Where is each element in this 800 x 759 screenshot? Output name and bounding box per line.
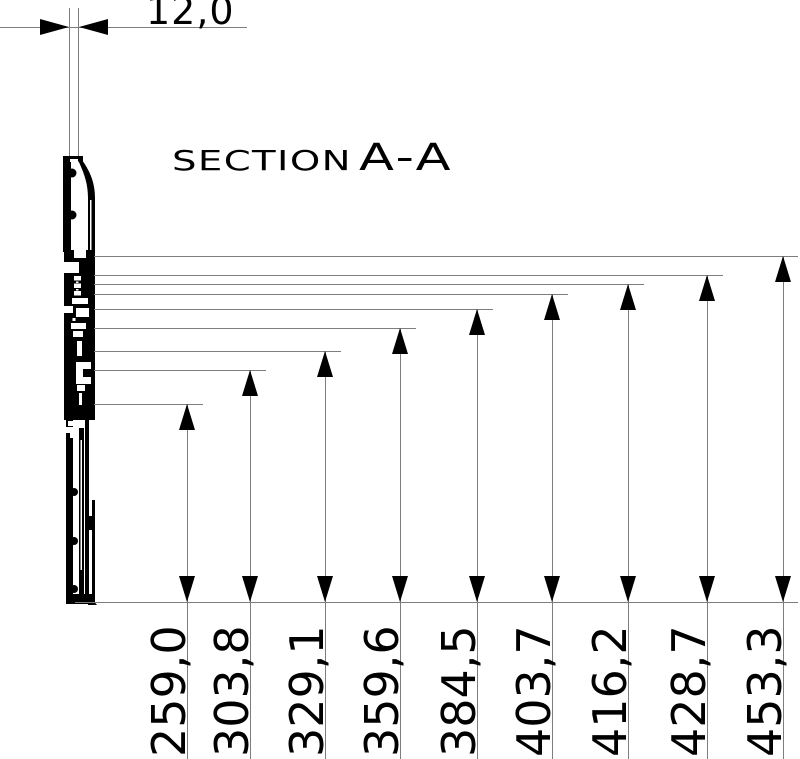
dimension-line xyxy=(400,328,401,759)
arrowhead-up-icon xyxy=(469,309,485,335)
arrowhead-down-icon xyxy=(242,576,258,602)
arrowhead-down-icon xyxy=(620,576,636,602)
leader-line xyxy=(94,404,203,405)
top-extension-line-right xyxy=(78,8,79,162)
leader-line xyxy=(94,309,493,310)
dimension-value-label: 359,6 xyxy=(355,625,409,757)
arrowhead-down-icon xyxy=(179,576,195,602)
leader-line xyxy=(94,328,416,329)
dimension-value-label: 416,2 xyxy=(583,625,637,757)
top-extension-line-left xyxy=(69,8,70,162)
arrowhead-up-icon xyxy=(242,370,258,396)
arrowhead-right-icon xyxy=(40,19,69,35)
arrowhead-down-icon xyxy=(317,576,333,602)
section-title-id: A-A xyxy=(358,136,454,179)
leader-line xyxy=(94,351,341,352)
dimension-value-label: 403,7 xyxy=(507,625,561,757)
arrowhead-down-icon xyxy=(469,576,485,602)
dimension-line xyxy=(325,351,326,759)
profile-cross-section xyxy=(63,156,97,605)
dimension-value-label: 329,1 xyxy=(280,625,334,757)
arrowhead-up-icon xyxy=(179,404,195,430)
leader-line xyxy=(94,370,266,371)
dimension-value-label: 428,7 xyxy=(662,625,716,757)
width-dimension-label: 12,0 xyxy=(146,0,235,33)
arrowhead-up-icon xyxy=(544,294,560,320)
section-title-prefix: SECTION xyxy=(172,144,352,177)
arrowhead-left-icon xyxy=(79,19,108,35)
top-dimension-line xyxy=(0,27,247,28)
dimension-value-label: 303,8 xyxy=(205,625,259,757)
dimension-baseline xyxy=(75,602,798,603)
dimension-line xyxy=(250,370,251,759)
arrowhead-down-icon xyxy=(775,576,791,602)
dimension-line xyxy=(628,284,629,759)
arrowhead-down-icon xyxy=(699,576,715,602)
arrowhead-up-icon xyxy=(620,284,636,310)
section-title: SECTION A-A xyxy=(172,136,453,179)
dimension-value-label: 259,0 xyxy=(142,625,196,757)
leader-line xyxy=(94,284,644,285)
arrowhead-up-icon xyxy=(392,328,408,354)
arrowhead-up-icon xyxy=(317,351,333,377)
dimension-value-label: 384,5 xyxy=(432,625,486,757)
leader-line xyxy=(94,256,798,257)
arrowhead-up-icon xyxy=(699,275,715,301)
arrowhead-down-icon xyxy=(392,576,408,602)
dimension-line xyxy=(707,275,708,759)
arrowhead-up-icon xyxy=(775,256,791,282)
dimension-value-label: 453,3 xyxy=(738,625,792,757)
arrowhead-down-icon xyxy=(544,576,560,602)
leader-line xyxy=(94,275,723,276)
dimension-line xyxy=(477,309,478,759)
leader-line xyxy=(94,294,568,295)
dimension-line xyxy=(552,294,553,759)
dimension-line xyxy=(783,256,784,759)
